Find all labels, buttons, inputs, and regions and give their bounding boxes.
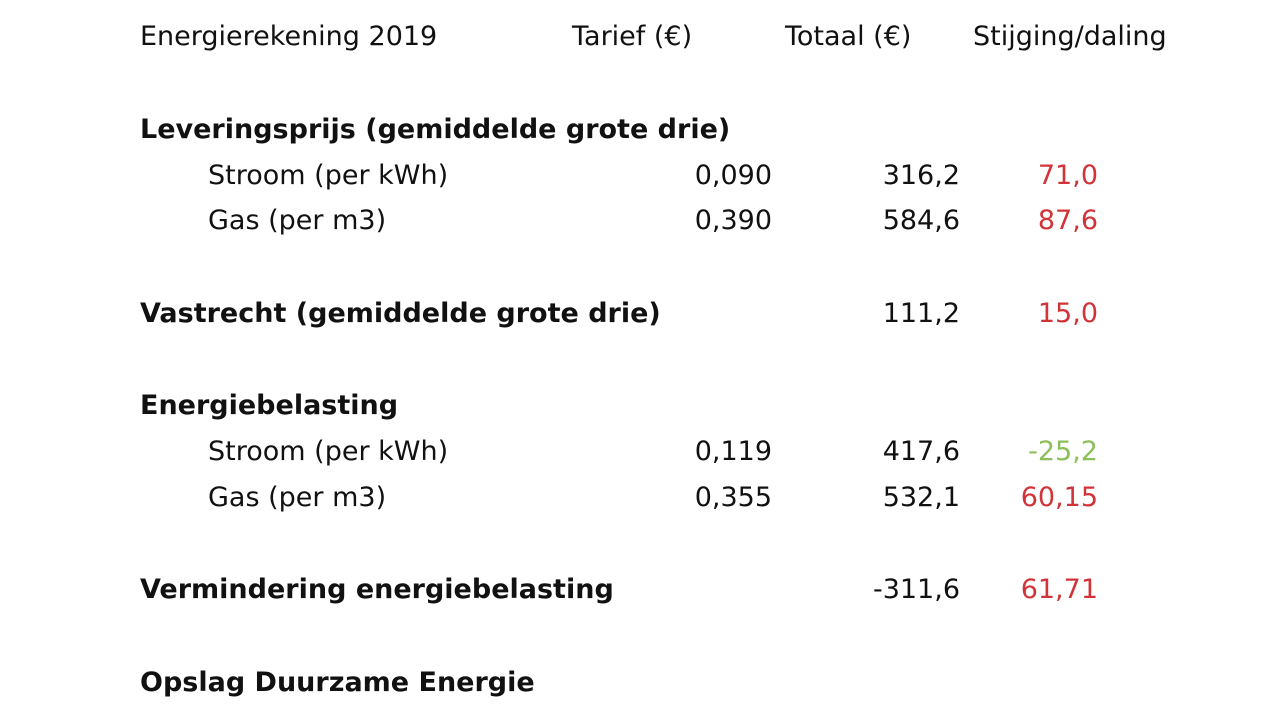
section-title-vermindering: Vermindering energiebelasting [140,574,614,605]
table-title: Energierekening 2019 [140,21,438,52]
change-levering-gas: 87,6 [1037,205,1098,236]
column-header-change: Stijging/daling [973,21,1167,52]
totaal-eb-gas: 532,1 [882,482,960,513]
tarief-levering-stroom: 0,090 [694,160,772,191]
column-header-tarief: Tarief (€) [572,21,693,52]
change-vastrecht: 15,0 [1037,298,1098,329]
row-label-eb-stroom: Stroom (per kWh) [208,436,449,467]
section-title-vastrecht: Vastrecht (gemiddelde grote drie) [140,298,661,329]
change-eb-stroom: -25,2 [1028,436,1098,467]
section-title-ode: Opslag Duurzame Energie [140,667,535,698]
totaal-eb-stroom: 417,6 [882,436,960,467]
row-label-levering-gas: Gas (per m3) [208,205,387,236]
change-eb-gas: 60,15 [1020,482,1098,513]
section-title-levering: Leveringsprijs (gemiddelde grote drie) [140,114,731,145]
tarief-levering-gas: 0,390 [694,205,772,236]
column-header-totaal: Totaal (€) [785,21,912,52]
tarief-eb-stroom: 0,119 [694,436,772,467]
row-label-eb-gas: Gas (per m3) [208,482,387,513]
row-label-levering-stroom: Stroom (per kWh) [208,160,449,191]
totaal-levering-gas: 584,6 [882,205,960,236]
totaal-vermindering: -311,6 [872,574,960,605]
tarief-eb-gas: 0,355 [694,482,772,513]
section-title-energiebelasting: Energiebelasting [140,390,399,421]
change-vermindering: 61,71 [1020,574,1098,605]
change-levering-stroom: 71,0 [1037,160,1098,191]
totaal-vastrecht: 111,2 [882,298,960,329]
totaal-levering-stroom: 316,2 [882,160,960,191]
